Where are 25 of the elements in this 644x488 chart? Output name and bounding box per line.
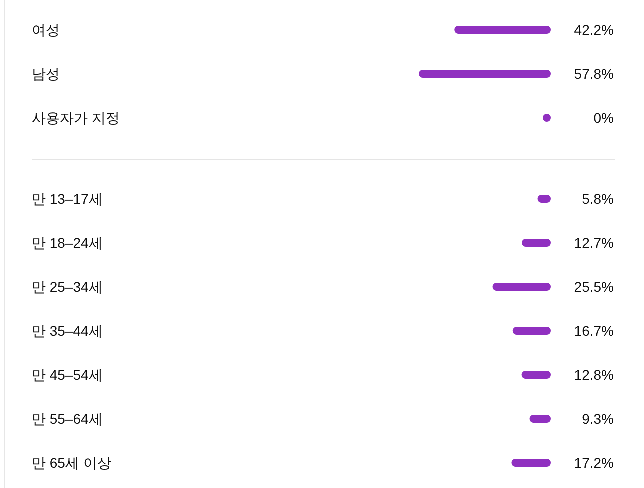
data-label: 57.8% <box>574 66 614 82</box>
y-tick-label: 만 45–54세 <box>32 367 103 383</box>
data-label: 42.2% <box>574 22 614 38</box>
y-tick-label: 사용자가 지정 <box>32 110 120 126</box>
y-tick-label: 만 13–17세 <box>32 191 103 207</box>
y-tick-label: 남성 <box>32 66 60 82</box>
y-tick-label: 만 55–64세 <box>32 411 103 427</box>
data-label: 5.8% <box>582 191 614 207</box>
bar <box>512 459 551 467</box>
data-label: 9.3% <box>582 411 614 427</box>
bar <box>512 327 551 335</box>
bar <box>522 371 551 379</box>
y-tick-label: 만 65세 이상 <box>32 455 112 471</box>
bar <box>522 239 551 247</box>
bar <box>492 283 551 291</box>
y-tick-label: 만 25–34세 <box>32 279 103 295</box>
y-tick-label: 여성 <box>32 22 60 38</box>
y-tick-label: 만 18–24세 <box>32 235 103 251</box>
data-label: 12.8% <box>574 367 614 383</box>
data-label: 12.7% <box>574 235 614 251</box>
data-label: 25.5% <box>574 279 614 295</box>
y-tick-label: 만 35–44세 <box>32 323 103 339</box>
data-label: 17.2% <box>574 455 614 471</box>
data-label: 16.7% <box>574 323 614 339</box>
data-label: 0% <box>594 110 614 126</box>
